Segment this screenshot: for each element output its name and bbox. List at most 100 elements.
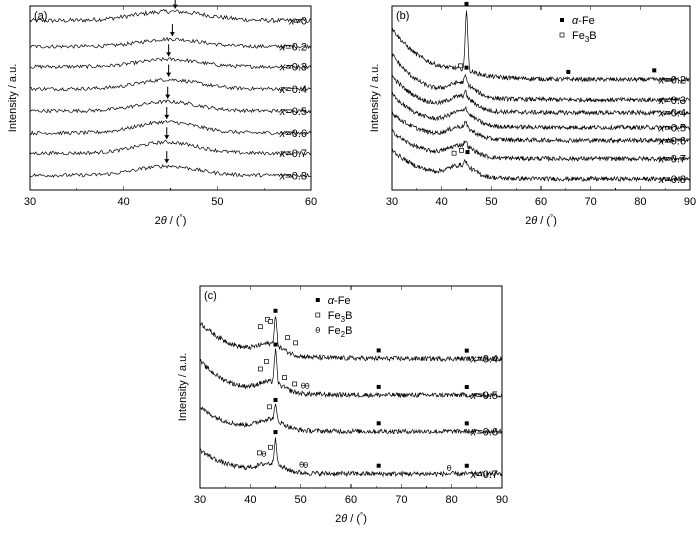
x-tick-label: 60 <box>305 196 317 208</box>
phase-marker <box>268 319 273 324</box>
phase-marker <box>282 375 287 380</box>
phase-marker <box>293 340 298 346</box>
peak-arrow <box>165 86 171 99</box>
phase-marker <box>261 450 267 457</box>
x-tick-label: 30 <box>386 196 398 208</box>
x-tick-label: 30 <box>24 196 36 208</box>
y-axis-label: Intensity / a.u. <box>177 353 189 421</box>
series-label: x=0.4 <box>279 84 307 96</box>
x-tick-label: 90 <box>496 494 508 506</box>
phase-marker <box>292 381 297 387</box>
series-label: x=0 <box>288 16 307 28</box>
legend-symbol <box>559 32 565 38</box>
series-line <box>29 57 312 70</box>
x-tick-label: 40 <box>436 196 448 208</box>
phase-marker <box>376 463 381 468</box>
plot-frame <box>391 5 691 191</box>
phase-marker <box>299 461 304 468</box>
phase-marker <box>376 421 381 426</box>
phase-marker <box>301 382 306 389</box>
series-line <box>29 8 312 24</box>
series-line <box>391 92 691 131</box>
x-axis-label: 2θ / (°) <box>335 511 367 525</box>
phase-marker <box>264 359 269 364</box>
series-line <box>391 10 691 83</box>
peak-arrow <box>164 151 170 164</box>
panel-label: (a) <box>34 10 47 22</box>
series-line <box>391 148 691 183</box>
phase-marker <box>258 366 263 372</box>
series-line <box>29 140 312 156</box>
phase-marker <box>464 384 469 389</box>
series-label: x=0.4 <box>658 108 686 120</box>
series-line <box>199 316 503 363</box>
phase-marker <box>464 421 469 426</box>
series-line <box>29 120 312 136</box>
series-line <box>29 163 312 178</box>
phase-marker <box>464 65 469 70</box>
x-tick-label: 70 <box>585 196 597 208</box>
series-line <box>391 111 691 144</box>
phase-marker <box>268 444 273 450</box>
series-label: x=0.5 <box>658 122 686 134</box>
legend-symbol <box>315 298 320 302</box>
x-tick-label: 50 <box>295 494 307 506</box>
legend-label: Fe2B <box>328 325 353 339</box>
legend-symbol <box>315 327 320 333</box>
phase-marker <box>257 450 262 456</box>
peak-arrow <box>166 44 172 57</box>
phase-marker <box>459 147 464 153</box>
series-label: x=0.7 <box>658 154 686 166</box>
series-label: x=0.8 <box>279 170 307 182</box>
series-label: x=0.5 <box>279 106 307 118</box>
phase-marker <box>376 348 381 353</box>
phase-marker <box>258 324 263 330</box>
phase-marker <box>464 348 469 353</box>
phase-marker <box>464 463 469 468</box>
x-tick-label: 80 <box>634 196 646 208</box>
phase-marker <box>652 68 657 73</box>
y-axis-label: Intensity / a.u. <box>7 64 19 132</box>
series-line <box>29 36 312 50</box>
panel-label: (c) <box>204 290 217 302</box>
chart-panel-2: 30 40 50 60 70 80 90 (c) 2θ / (°) Intensity / a.u… <box>177 285 508 525</box>
series-label: x=0.2 <box>279 41 307 53</box>
phase-marker <box>465 150 470 155</box>
phase-marker <box>273 430 278 435</box>
series-label: x=0.5 <box>470 390 498 402</box>
x-tick-label: 80 <box>446 494 458 506</box>
phase-marker <box>273 342 278 347</box>
series-line <box>199 403 503 435</box>
series-label: x=0.4 <box>470 354 498 366</box>
phase-marker <box>451 150 457 156</box>
phase-marker <box>273 308 278 313</box>
chart-panel-1: 30 40 50 60 70 80 90 (b) 2θ / (°) Intensity / a.u… <box>369 1 696 227</box>
panel-label: (b) <box>396 10 409 22</box>
series-line <box>29 77 312 92</box>
series-label: x=0.6 <box>279 128 307 140</box>
series-label: x=0.8 <box>658 174 686 186</box>
peak-arrow <box>166 64 172 77</box>
phase-marker <box>447 464 452 471</box>
phase-marker <box>566 69 571 74</box>
x-tick-label: 90 <box>684 196 696 208</box>
series-label: x=0.3 <box>279 62 307 74</box>
series-line <box>391 74 691 117</box>
series-label: x=0.3 <box>658 95 686 107</box>
y-axis-label: Intensity / a.u. <box>369 64 381 132</box>
x-tick-label: 40 <box>118 196 130 208</box>
x-tick-label: 50 <box>485 196 497 208</box>
series-line <box>199 437 503 478</box>
series-line <box>391 52 691 104</box>
x-tick-label: 60 <box>535 196 547 208</box>
chart-panel-0: 30 40 50 60 (a) 2θ / (°) Intensity / a.u. x=0 x=… <box>7 0 317 227</box>
series-line <box>391 129 691 163</box>
peak-arrow <box>169 24 175 37</box>
plot-frame <box>29 5 312 191</box>
series-label: x=0.6 <box>470 426 498 438</box>
series-label: x=0.7 <box>470 469 498 481</box>
series-label: x=0.2 <box>658 75 686 87</box>
phase-marker <box>458 63 463 69</box>
legend-label: Fe3B <box>328 310 353 324</box>
